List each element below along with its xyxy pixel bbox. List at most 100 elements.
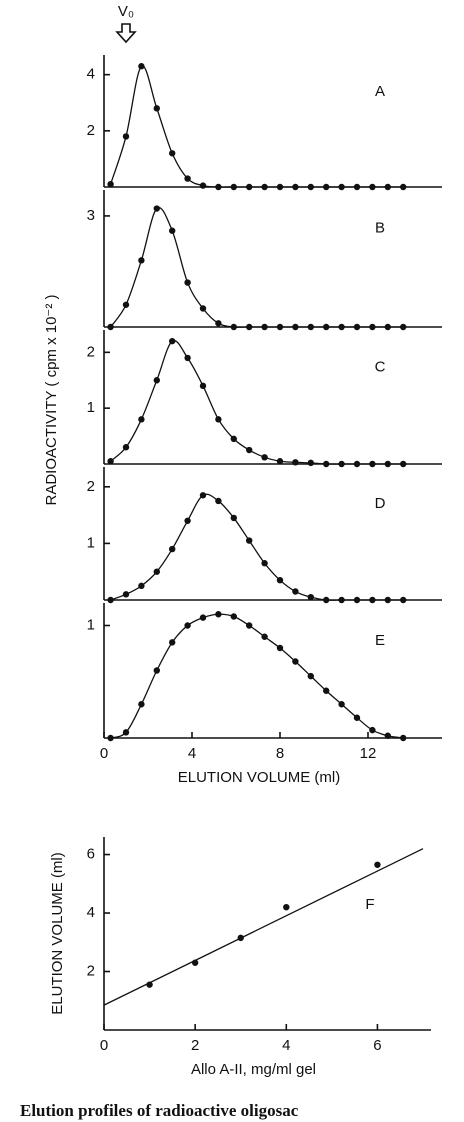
y-tick-label: 2 (87, 122, 95, 139)
data-point (276, 644, 284, 652)
data-point (184, 354, 191, 362)
panel-label: B (375, 219, 385, 236)
y-tick-label: 4 (87, 66, 95, 83)
data-point (122, 729, 130, 736)
x-tick-label: 4 (188, 745, 196, 762)
data-point (292, 588, 299, 595)
data-point (138, 416, 145, 423)
data-point (122, 301, 130, 308)
data-point (261, 183, 268, 191)
data-point (215, 320, 222, 327)
data-point (292, 323, 299, 331)
data-point (276, 183, 284, 191)
data-point (400, 323, 407, 331)
data-point (400, 183, 407, 191)
data-point (184, 175, 191, 182)
y-tick-label: 4 (87, 904, 95, 921)
data-point (107, 596, 114, 604)
data-point (153, 105, 160, 112)
y-tick-label: 2 (87, 962, 95, 979)
data-point (122, 591, 130, 598)
data-point (246, 622, 253, 629)
data-point (138, 257, 145, 264)
data-point (138, 701, 145, 708)
data-point (191, 959, 199, 966)
data-point (107, 323, 114, 331)
data-point (122, 133, 130, 140)
annotation: V₀ (118, 3, 134, 20)
data-point (353, 596, 361, 604)
data-point (276, 576, 284, 584)
data-point (374, 861, 381, 868)
data-point (184, 279, 191, 286)
x-tick-label: 8 (276, 745, 284, 762)
data-point (384, 596, 391, 604)
data-point (107, 180, 114, 188)
data-point (215, 183, 222, 191)
data-point (369, 596, 376, 604)
y-axis-label: ELUTION VOLUME (ml) (49, 852, 66, 1015)
x-axis-label: ELUTION VOLUME (ml) (178, 769, 341, 786)
y-tick-label: 3 (87, 207, 95, 224)
data-point (169, 639, 176, 646)
elution-curve (110, 206, 404, 328)
data-point (338, 460, 345, 468)
data-point (107, 734, 114, 742)
data-point (146, 981, 153, 988)
data-point (230, 183, 237, 191)
data-point (199, 382, 207, 390)
data-point (246, 537, 253, 544)
panel-label: E (375, 632, 385, 649)
data-point (338, 183, 345, 191)
panel-label: D (375, 495, 386, 512)
data-point (323, 460, 330, 468)
x-axis-label: Allo A-II, mg/ml gel (191, 1061, 316, 1078)
data-point (369, 460, 376, 468)
data-point (215, 416, 222, 423)
data-point (384, 183, 391, 191)
elution-curve (109, 65, 404, 188)
x-tick-label: 4 (282, 1037, 290, 1054)
data-point (307, 459, 314, 467)
data-point (292, 459, 299, 466)
data-point (276, 323, 284, 331)
data-point (307, 183, 314, 191)
data-point (153, 205, 160, 212)
data-point (323, 323, 330, 331)
data-point (153, 568, 160, 575)
data-point (369, 183, 376, 191)
data-point (384, 460, 391, 468)
data-point (230, 435, 237, 443)
x-tick-label: 0 (100, 1037, 108, 1054)
data-point (353, 323, 361, 331)
fit-line (103, 848, 424, 1006)
data-point (292, 658, 299, 665)
data-point (384, 323, 391, 331)
data-point (138, 582, 145, 590)
y-tick-label: 1 (87, 399, 95, 416)
caption: Elution profiles of radioactive oligosac (20, 1101, 299, 1120)
data-point (199, 305, 207, 312)
y-tick-label: 1 (87, 534, 95, 551)
x-tick-label: 2 (191, 1037, 199, 1054)
data-point (369, 323, 376, 331)
data-point (246, 183, 253, 191)
y-axis-label: RADIOACTIVITY ( cpm x 10⁻² ) (43, 294, 60, 505)
panel-label: F (365, 896, 374, 913)
data-point (283, 903, 290, 911)
annotation-arrow (115, 23, 137, 44)
data-point (107, 458, 114, 465)
data-point (138, 63, 145, 70)
data-point (169, 337, 176, 345)
data-point (323, 687, 330, 694)
data-point (353, 714, 361, 721)
data-point (122, 444, 130, 451)
data-point (215, 497, 222, 505)
data-point (261, 560, 268, 567)
data-point (184, 517, 191, 524)
data-point (400, 734, 407, 742)
y-tick-label: 6 (87, 846, 95, 863)
y-tick-label: 1 (87, 616, 95, 633)
data-point (261, 323, 268, 331)
data-point (307, 672, 314, 680)
